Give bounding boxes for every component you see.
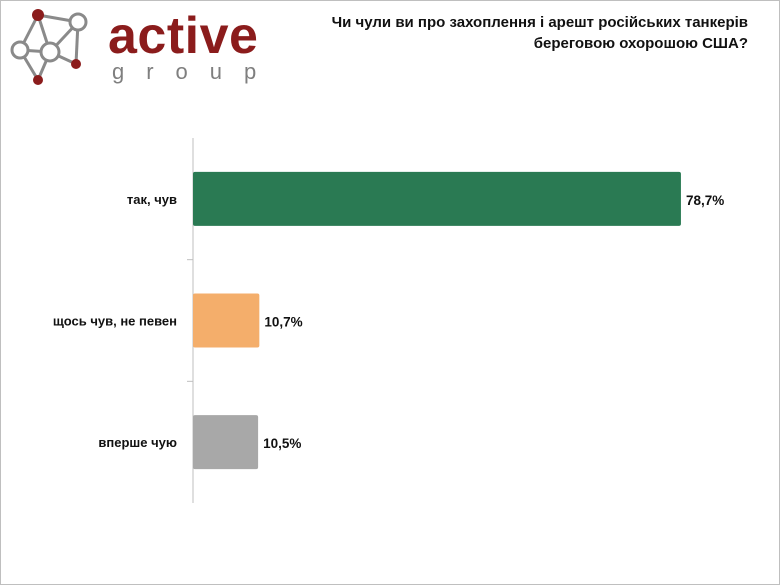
value-label: 10,5% — [263, 436, 301, 451]
brand-subword: group — [112, 59, 279, 84]
brand-logo: active group — [8, 6, 258, 86]
chart-title: Чи чули ви про захоплення і арешт російс… — [331, 14, 748, 52]
category-label: вперше чую — [98, 435, 177, 450]
network-nodes-icon — [10, 9, 88, 85]
bar-2 — [193, 293, 260, 348]
value-label: 10,7% — [264, 315, 302, 330]
category-label: так, чув — [127, 192, 177, 207]
bar-3 — [193, 415, 259, 470]
value-label: 78,7% — [686, 193, 724, 208]
category-label: щось чув, не певен — [53, 314, 177, 329]
bar-1 — [193, 171, 681, 226]
brand-word: active — [108, 7, 259, 65]
